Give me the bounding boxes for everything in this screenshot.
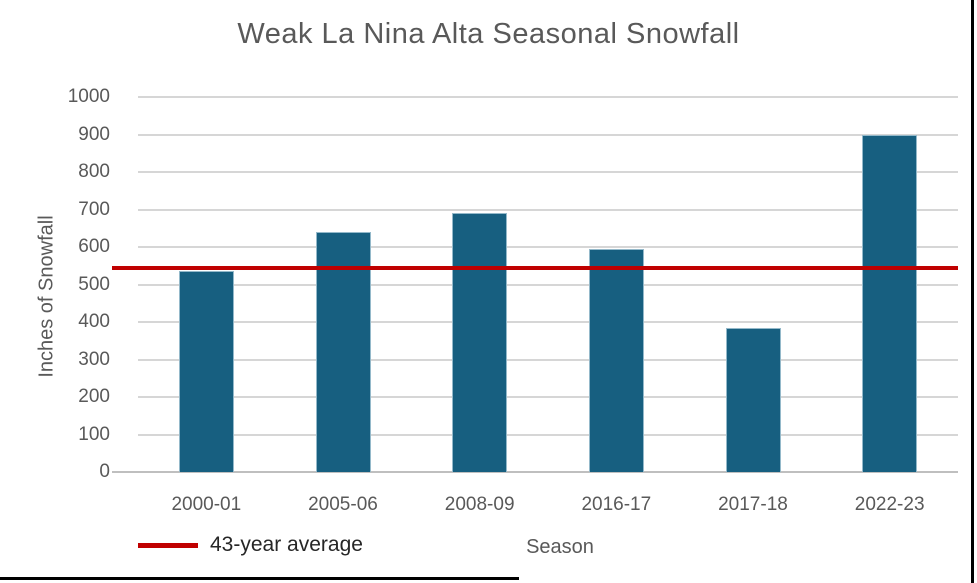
bar-2005-06: [315, 232, 371, 472]
y-tick-label: 100: [78, 423, 110, 445]
y-tick-label: 0: [99, 461, 110, 482]
bar-2022-23: [862, 134, 918, 472]
y-tick-label: 500: [78, 273, 110, 295]
average-line-legend-label: 43-year average: [210, 533, 363, 556]
gridline: [138, 358, 958, 361]
window-right-border: [971, 0, 974, 583]
gridline: [138, 96, 958, 98]
average-line-legend-swatch: [138, 542, 198, 548]
x-axis-title: Season: [526, 536, 594, 558]
x-tick-label: 2005-06: [308, 494, 378, 515]
bar-2008-09: [452, 213, 508, 472]
window-bottom-border: [0, 577, 519, 580]
y-tick-label: 700: [78, 198, 110, 220]
bar-2016-17: [588, 248, 644, 472]
y-tick-label: 900: [78, 123, 110, 145]
gridline: [138, 208, 958, 211]
y-tick-label: 800: [78, 161, 110, 182]
legend: 43-year average: [138, 533, 363, 557]
y-tick-label: 400: [78, 311, 110, 332]
y-tick-label: 200: [78, 386, 110, 407]
x-tick-label: 2000-01: [171, 494, 242, 515]
y-tick-label: 1000: [67, 86, 110, 107]
x-tick-label: 2017-18: [718, 494, 788, 515]
average-line: [112, 265, 958, 270]
y-tick-label: 600: [78, 236, 110, 257]
gridline: [138, 246, 958, 248]
gridline: [138, 283, 958, 286]
x-tick-label: 2008-09: [444, 494, 515, 515]
gridline: [138, 396, 958, 398]
bar-2017-18: [725, 327, 781, 472]
gridline: [138, 133, 958, 136]
x-tick-label: 2016-17: [581, 494, 652, 515]
chart-title: Weak La Nina Alta Seasonal Snowfall: [237, 18, 740, 50]
x-tick-label: 2022-23: [854, 494, 925, 515]
gridline: [138, 171, 958, 173]
gridline: [138, 321, 958, 323]
x-axis-line: [112, 471, 958, 473]
bar-2000-01: [178, 271, 234, 472]
y-tick-label: 300: [78, 348, 110, 370]
gridline: [138, 433, 958, 436]
